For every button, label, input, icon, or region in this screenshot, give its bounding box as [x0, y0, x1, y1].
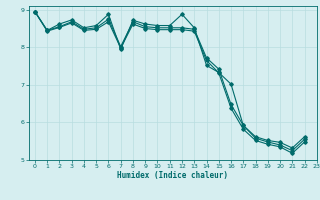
- X-axis label: Humidex (Indice chaleur): Humidex (Indice chaleur): [117, 171, 228, 180]
